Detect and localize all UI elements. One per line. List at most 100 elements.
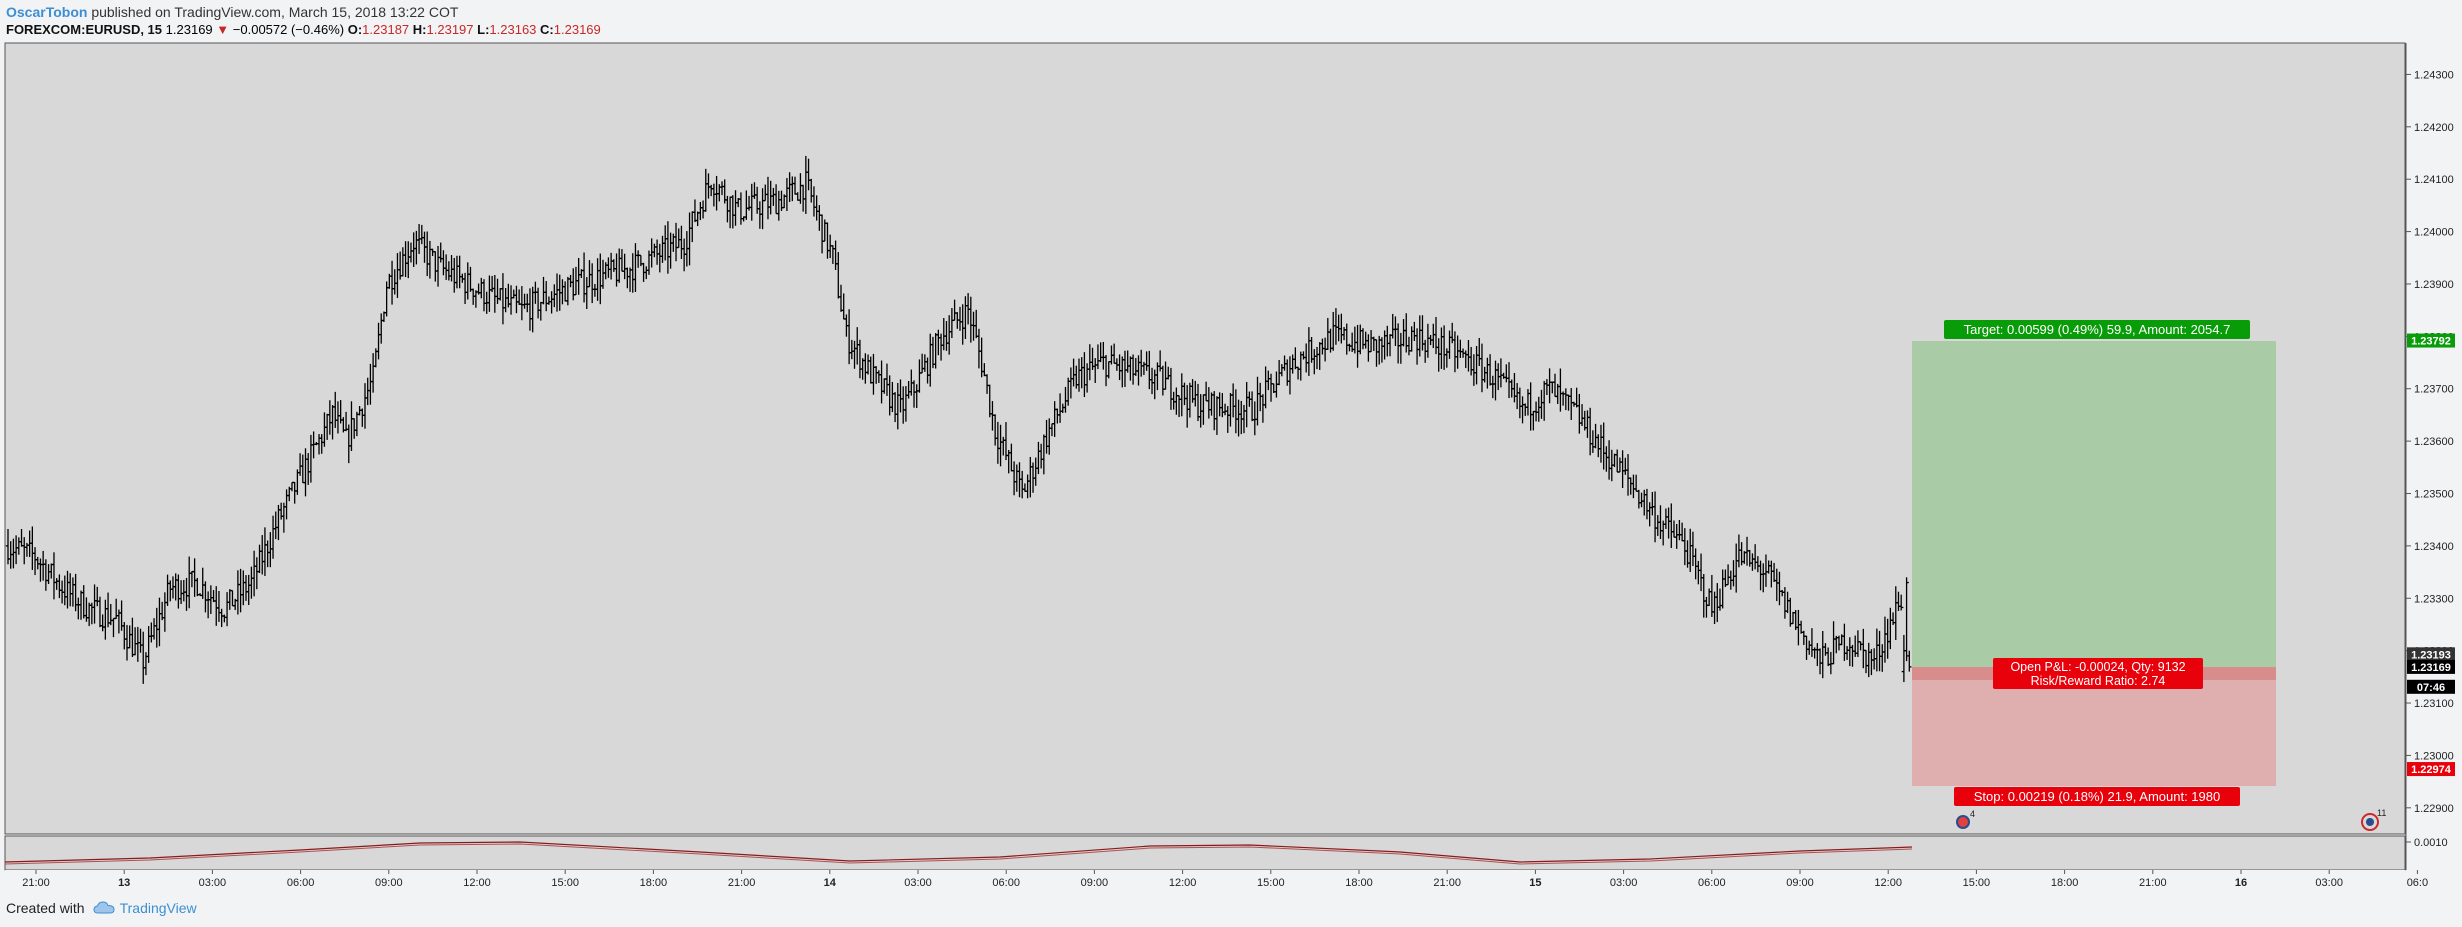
price-tag-box <box>2407 679 2455 694</box>
price-axis-background <box>2406 43 2462 892</box>
stop-label: Stop: 0.00219 (0.18%) 21.9, Amount: 1980 <box>1954 787 2240 806</box>
event-flag-right-icon[interactable]: 11 <box>2361 808 2386 831</box>
ohlc-bar <box>1907 650 1912 672</box>
price-tick-label: 1.24300 <box>2414 69 2454 81</box>
price-tag-box <box>2407 647 2455 662</box>
high-value: 1.23197 <box>426 22 474 37</box>
low-label: L: <box>477 22 490 37</box>
event-flag-us-icon[interactable]: 4 <box>1956 809 1975 829</box>
price-tag: 1.23792 <box>2407 333 2455 348</box>
target-label-box <box>1944 320 2250 339</box>
price-tag: 1.22974 <box>2407 762 2455 777</box>
close-label: C: <box>540 22 554 37</box>
time-tick-label: 03:00 <box>1610 877 1638 889</box>
stop-label-text: Stop: 0.00219 (0.18%) 21.9, Amount: 1980 <box>1974 789 2220 804</box>
ohlc-bar <box>1904 577 1909 662</box>
pnl-label: Open P&L: -0.00024, Qty: 9132 Risk/Rewar… <box>1993 658 2203 689</box>
pnl-label-box <box>1993 658 2203 689</box>
time-tick-label: 15:00 <box>1963 877 1991 889</box>
target-label-text: Target: 0.00599 (0.49%) 59.9, Amount: 20… <box>1964 322 2231 337</box>
time-tick-label: 18:00 <box>640 877 668 889</box>
price-tag: 1.23169 <box>2407 659 2455 674</box>
event-flag-us-count: 4 <box>1970 809 1975 819</box>
price-tag: 1.23193 <box>2407 647 2455 662</box>
symbol-name: FOREXCOM:EURUSD, 15 <box>6 22 163 37</box>
price-axis: 1.229001.230001.231001.232001.233001.234… <box>2406 69 2454 815</box>
time-tick-label: 21:00 <box>22 877 50 889</box>
price-change: −0.00572 (−0.46%) <box>232 22 345 37</box>
time-tick-label: 03:00 <box>199 877 227 889</box>
price-tick-label: 1.23900 <box>2414 279 2454 291</box>
down-triangle-icon: ▼ <box>216 22 230 37</box>
target-zone <box>1912 341 2276 667</box>
time-tick-label: 06:0 <box>2407 877 2428 889</box>
price-tick-label: 1.23600 <box>2414 436 2454 448</box>
tradingview-cloud-icon <box>93 901 115 914</box>
price-tick-label: 1.23500 <box>2414 489 2454 501</box>
close-value: 1.23169 <box>553 22 601 37</box>
time-tick-label: 06:00 <box>992 877 1020 889</box>
price-tag-box <box>2407 762 2455 777</box>
time-tick-label: 15 <box>1529 877 1541 889</box>
ohlc-bars <box>5 155 1912 684</box>
time-axis: 21:00 13 03:00 06:00 09:00 12:00 15:00 18:00 21:… <box>22 870 2428 889</box>
time-tick-label: 16 <box>2235 877 2247 889</box>
time-tick-label: 13 <box>118 877 130 889</box>
author-link[interactable]: OscarTobon <box>6 4 88 20</box>
publication-info: OscarTobon published on TradingView.com,… <box>6 3 458 21</box>
oscillator-line-signal <box>4 843 1913 865</box>
price-tick-label: 1.23700 <box>2414 384 2454 396</box>
price-tag-box <box>2407 333 2455 348</box>
time-tick-label: 06:00 <box>1698 877 1726 889</box>
price-tick-label: 1.23400 <box>2414 541 2454 553</box>
time-tick-label: 09:00 <box>1786 877 1814 889</box>
price-tick-label: 1.23100 <box>2414 698 2454 710</box>
time-tick-label: 12:00 <box>1874 877 1902 889</box>
time-tick-label: 21:00 <box>2139 877 2167 889</box>
tradingview-brand-text: TradingView <box>119 900 197 916</box>
open-label: O: <box>347 22 363 37</box>
time-tick-label: 21:00 <box>728 877 756 889</box>
event-flag-right-count: 11 <box>2377 808 2386 818</box>
tradingview-brand[interactable]: TradingView <box>93 900 197 916</box>
price-tag-label: 07:46 <box>2417 682 2445 694</box>
created-with-text: Created with <box>6 900 85 916</box>
price-tick-label: 1.23000 <box>2414 750 2454 762</box>
oscillator-tick-label: 0.0010 <box>2414 837 2448 849</box>
price-tag-box <box>2407 659 2455 674</box>
price-tag-label: 1.23193 <box>2411 649 2451 661</box>
price-tag-label: 1.22974 <box>2411 764 2452 776</box>
open-value: 1.23187 <box>362 22 410 37</box>
time-tick-label: 12:00 <box>1169 877 1197 889</box>
low-value: 1.23163 <box>489 22 537 37</box>
time-tick-label: 09:00 <box>1081 877 1109 889</box>
oscillator-pane-background <box>4 835 2406 871</box>
price-tick-label: 1.23300 <box>2414 593 2454 605</box>
last-price: 1.23169 <box>165 22 213 37</box>
time-tick-label: 03:00 <box>904 877 932 889</box>
price-tick-label: 1.24000 <box>2414 227 2454 239</box>
time-tick-label: 09:00 <box>375 877 403 889</box>
price-tag: 07:46 <box>2407 679 2455 694</box>
oscillator: 0.0010 <box>4 837 2448 865</box>
published-text: published on TradingView.com, March 15, … <box>91 4 459 20</box>
ohlc-bar <box>1898 594 1904 611</box>
time-tick-label: 18:00 <box>1345 877 1373 889</box>
price-tick-label: 1.22900 <box>2414 803 2454 815</box>
event-flag-us-circle <box>1956 815 1970 829</box>
stop-label-box <box>1954 787 2240 806</box>
time-tick-label: 21:00 <box>1433 877 1461 889</box>
footer: Created with TradingView <box>6 900 197 916</box>
time-tick-label: 15:00 <box>1257 877 1285 889</box>
price-tick-label: 1.24200 <box>2414 122 2454 134</box>
time-tick-label: 03:00 <box>2315 877 2343 889</box>
time-tick-label: 06:00 <box>287 877 315 889</box>
pnl-label-line1: Open P&L: -0.00024, Qty: 9132 <box>2010 660 2185 674</box>
time-tick-label: 15:00 <box>551 877 579 889</box>
price-tick-label: 1.24100 <box>2414 174 2454 186</box>
pnl-label-line2: Risk/Reward Ratio: 2.74 <box>2031 674 2166 688</box>
price-tag-label: 1.23169 <box>2411 662 2451 674</box>
time-tick-label: 14 <box>824 877 837 889</box>
